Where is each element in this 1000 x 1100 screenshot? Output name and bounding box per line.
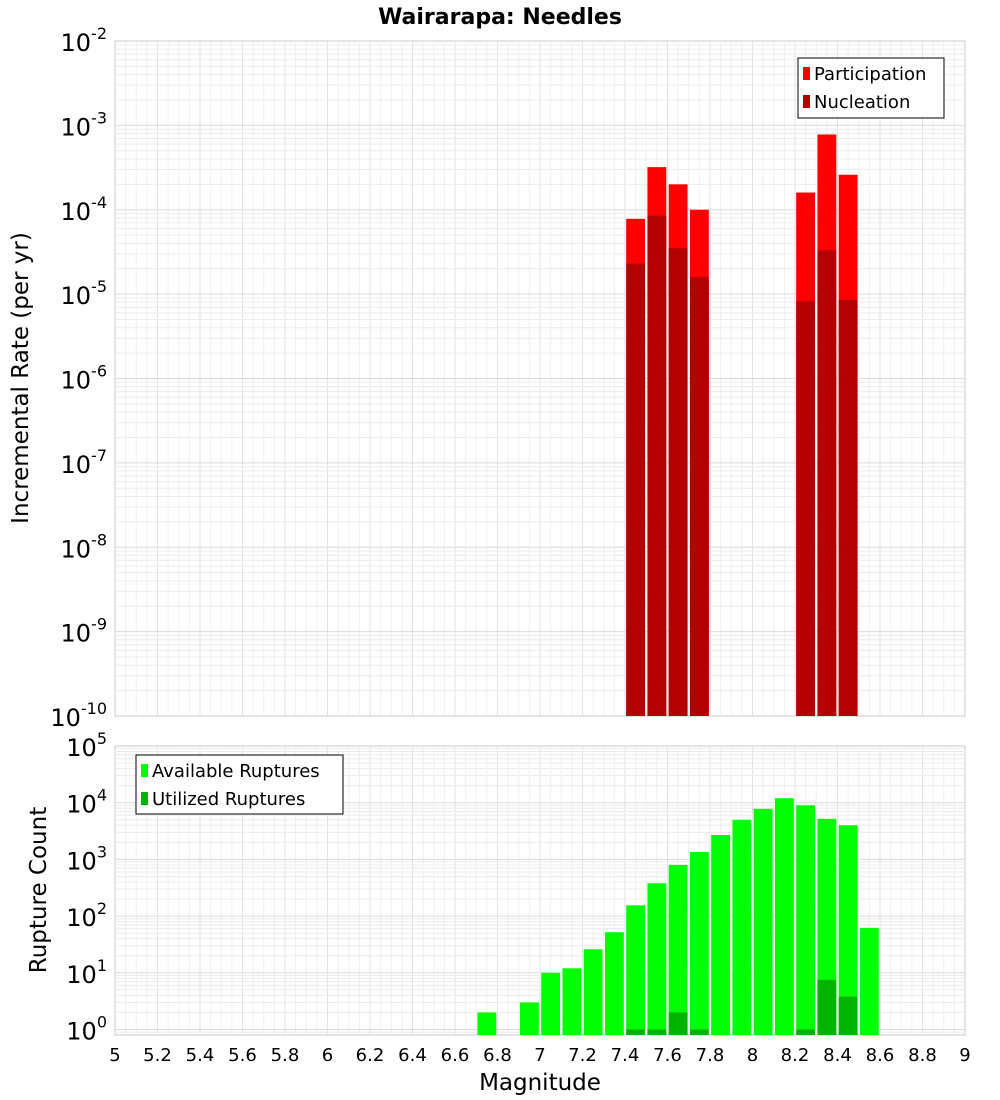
top-y-tick-label: 10-6 (61, 362, 108, 395)
bottom-bar-available-ruptures (838, 825, 858, 1035)
top-y-tick-label: 10-5 (61, 277, 108, 310)
x-tick-label: 8.6 (866, 1045, 895, 1066)
bottom-bar-utilized-ruptures (668, 1012, 688, 1035)
x-tick-label: 6 (322, 1045, 333, 1066)
top-y-tick-label: 10-10 (50, 699, 107, 732)
x-tick-label: 5 (109, 1045, 120, 1066)
bottom-bar-available-ruptures (796, 805, 816, 1035)
bottom-bar-utilized-ruptures (626, 1029, 646, 1035)
top-bar-nucleation (626, 263, 646, 716)
top-bar-nucleation (817, 250, 837, 717)
x-ticks: 5 5.2 5.4 5.6 5.8 6 6.2 6.4 6.6 6.8 7 7.2 7.4 7.6 7.8 8… (109, 1045, 970, 1066)
x-tick-label: 8.4 (823, 1045, 852, 1066)
top-bar-nucleation (668, 248, 688, 717)
top-plot-bars (626, 134, 858, 717)
top-y-tick-label: 10-9 (61, 615, 108, 648)
top-legend-swatch (803, 67, 810, 80)
bottom-bar-available-ruptures (541, 972, 561, 1035)
bottom-bar-available-ruptures (774, 798, 794, 1035)
bottom-bar-utilized-ruptures (817, 979, 837, 1035)
bottom-legend-label: Utilized Ruptures (152, 789, 305, 810)
bottom-bar-available-ruptures (753, 808, 773, 1035)
bottom-bar-available-ruptures (519, 1002, 539, 1035)
bottom-bar-utilized-ruptures (796, 1029, 816, 1035)
bottom-y-tick-label: 101 (66, 956, 107, 989)
bottom-bar-available-ruptures (859, 927, 879, 1035)
top-legend-box (797, 57, 945, 119)
bottom-y-ticks: 100 101 102 103 104 105 (66, 729, 107, 1046)
bottom-y-axis-label: Rupture Count (26, 807, 52, 973)
top-y-tick-label: 10-2 (61, 24, 108, 57)
top-y-tick-label: 10-8 (61, 530, 108, 563)
x-tick-label: 5.6 (228, 1045, 257, 1066)
top-y-tick-label: 10-4 (61, 193, 108, 226)
top-legend: Participation Nucleation (797, 57, 945, 119)
bottom-legend-label: Available Ruptures (152, 761, 320, 782)
top-plot-grid (115, 41, 965, 716)
bottom-legend-swatch (141, 764, 148, 777)
x-tick-label: 6.8 (483, 1045, 512, 1066)
bottom-bar-available-ruptures (689, 852, 709, 1035)
bottom-bar-available-ruptures (711, 834, 731, 1035)
top-legend-label: Nucleation (814, 92, 910, 113)
top-chart-title: Wairarapa: Needles (378, 5, 622, 30)
bottom-bar-available-ruptures (583, 949, 603, 1035)
bottom-bar-available-ruptures (604, 932, 624, 1035)
x-tick-label: 6.4 (398, 1045, 427, 1066)
top-bar-nucleation (796, 301, 816, 716)
x-tick-label: 7 (534, 1045, 545, 1066)
bottom-bar-available-ruptures (668, 864, 688, 1035)
x-axis-label: Magnitude (479, 1070, 601, 1096)
top-y-axis-label: Incremental Rate (per yr) (8, 232, 34, 524)
x-tick-label: 7.2 (568, 1045, 597, 1066)
x-tick-label: 5.8 (271, 1045, 300, 1066)
bottom-y-tick-label: 105 (66, 729, 107, 762)
x-tick-label: 6.6 (441, 1045, 470, 1066)
top-legend-label: Participation (814, 64, 926, 85)
bottom-plot-bars (477, 798, 879, 1035)
bottom-bar-available-ruptures (732, 819, 752, 1035)
bottom-legend-swatch (141, 792, 148, 805)
x-tick-label: 7.4 (611, 1045, 640, 1066)
bottom-legend: Available Ruptures Utilized Ruptures (135, 754, 344, 815)
x-tick-label: 7.8 (696, 1045, 725, 1066)
bottom-legend-box (135, 754, 344, 815)
bottom-bar-available-ruptures (477, 1012, 497, 1035)
top-bar-nucleation (689, 276, 709, 716)
top-bar-nucleation (647, 215, 667, 717)
top-y-ticks: 10-10 10-9 10-8 10-7 10-6 10-5 10-4 10-3 10-2 (50, 24, 107, 732)
top-legend-swatch (803, 95, 810, 108)
bottom-bar-available-ruptures (647, 883, 667, 1035)
x-tick-label: 8.2 (781, 1045, 810, 1066)
x-tick-label: 8 (747, 1045, 758, 1066)
x-tick-label: 5.2 (143, 1045, 172, 1066)
top-y-tick-label: 10-3 (61, 108, 108, 141)
x-tick-label: 8.8 (908, 1045, 937, 1066)
x-tick-label: 9 (959, 1045, 970, 1066)
top-y-tick-label: 10-7 (61, 446, 108, 479)
bottom-bar-available-ruptures (562, 968, 582, 1035)
x-tick-label: 6.2 (356, 1045, 385, 1066)
bottom-bar-utilized-ruptures (689, 1029, 709, 1035)
bottom-bar-utilized-ruptures (647, 1029, 667, 1035)
x-tick-label: 7.6 (653, 1045, 682, 1066)
bottom-y-tick-label: 100 (66, 1013, 107, 1046)
bottom-bar-available-ruptures (626, 905, 646, 1035)
bottom-bar-utilized-ruptures (838, 996, 858, 1035)
x-tick-label: 5.4 (186, 1045, 215, 1066)
top-bar-nucleation (838, 300, 858, 716)
bottom-y-tick-label: 104 (66, 786, 107, 819)
bottom-y-tick-label: 102 (66, 899, 107, 932)
bottom-y-tick-label: 103 (66, 842, 107, 875)
